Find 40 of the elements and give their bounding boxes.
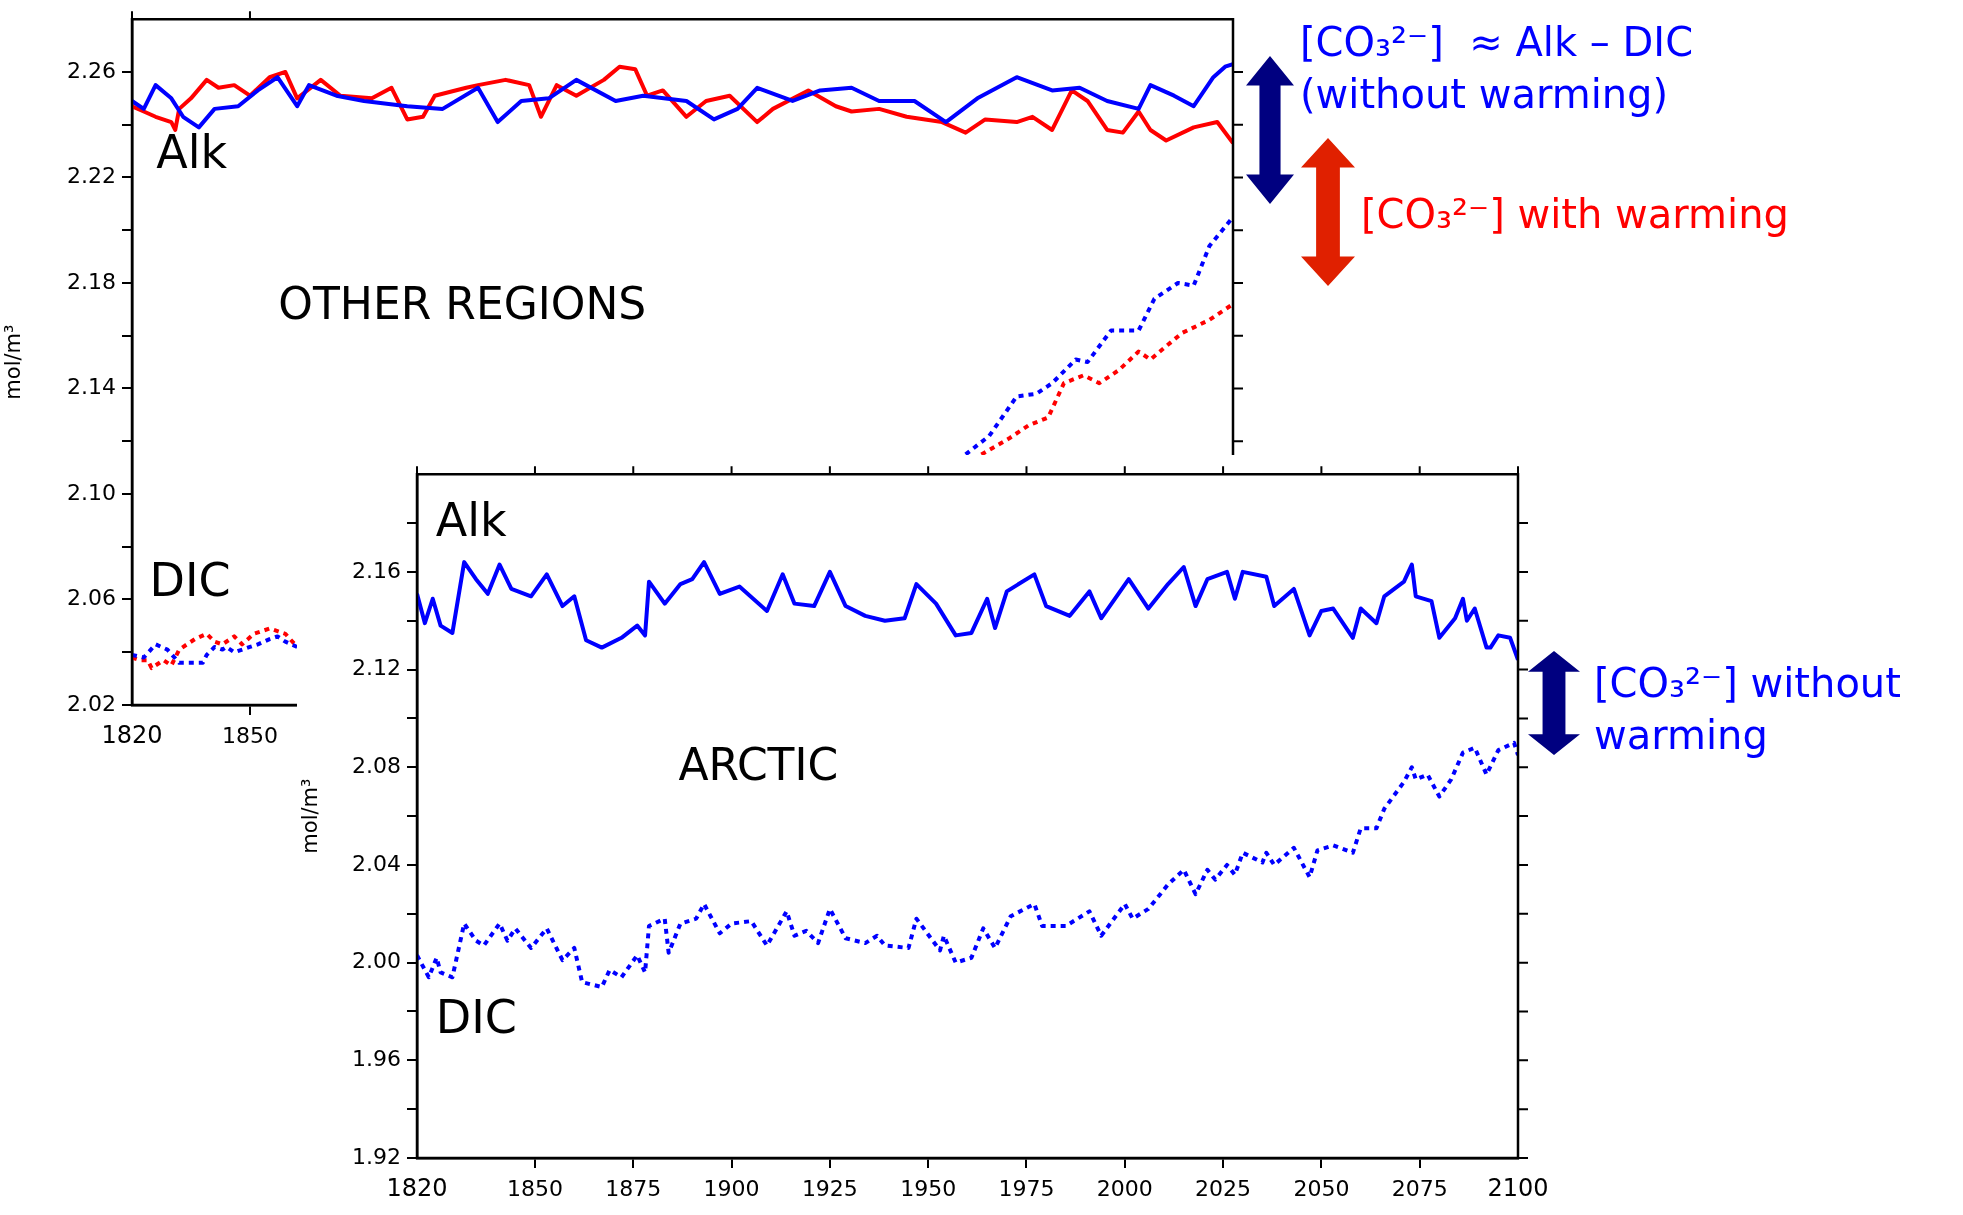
text: ARCTIC (678, 738, 839, 790)
x-tick-label: 2075 (1391, 1176, 1448, 1201)
x-tick-label: 1850 (506, 1176, 563, 1201)
text: [CO₃²⁻] ≈ Alk – DIC (without warming) (1300, 18, 1695, 119)
y-tick-label: 2.00 (352, 948, 401, 974)
text: [CO₃²⁻] without warming (1594, 659, 1902, 760)
x-tick-label: 1820 (101, 721, 163, 749)
y-tick-label: 2.26 (67, 57, 116, 83)
x-tick-label: 2000 (1096, 1176, 1153, 1201)
y-tick-label: 2.22 (67, 163, 116, 189)
x-tick-label: 1850 (221, 723, 278, 748)
x-tick-label: 2100 (1487, 1174, 1549, 1202)
annotation: Alk (156, 125, 228, 180)
y-tick-label: 2.06 (67, 585, 116, 611)
y-axis-title: mol/m³ (298, 778, 323, 854)
y-tick-label: 2.16 (352, 557, 401, 583)
y-tick-label: 2.18 (67, 268, 116, 294)
x-tick-label: 1900 (703, 1176, 760, 1201)
y-tick-label: 1.96 (352, 1046, 401, 1072)
x-tick-label: 1950 (900, 1176, 957, 1201)
y-tick-label: 1.92 (352, 1143, 401, 1169)
text: OTHER REGIONS (278, 277, 647, 329)
text: [CO₃²⁻] with warming (1361, 190, 1790, 239)
x-tick-label: 1975 (998, 1176, 1055, 1201)
x-tick-label: 2025 (1195, 1176, 1252, 1201)
y-tick-label: 2.02 (67, 690, 116, 716)
y-tick-label: 2.04 (352, 850, 401, 876)
x-tick-label: 2050 (1293, 1176, 1350, 1201)
line-series (417, 740, 1518, 990)
annotation: DIC (435, 990, 517, 1045)
y-tick-label: 2.12 (352, 655, 401, 681)
annotation: DIC (149, 552, 231, 607)
x-tick-label: 1820 (386, 1174, 448, 1202)
y-tick-label: 2.10 (67, 479, 116, 505)
y-tick-label: 2.14 (67, 374, 116, 400)
y-tick-label: 2.08 (352, 752, 401, 778)
annotation: Alk (435, 493, 507, 548)
y-axis-title: mol/m³ (1, 324, 26, 400)
x-tick-label: 1925 (801, 1176, 858, 1201)
x-tick-label: 1875 (605, 1176, 662, 1201)
